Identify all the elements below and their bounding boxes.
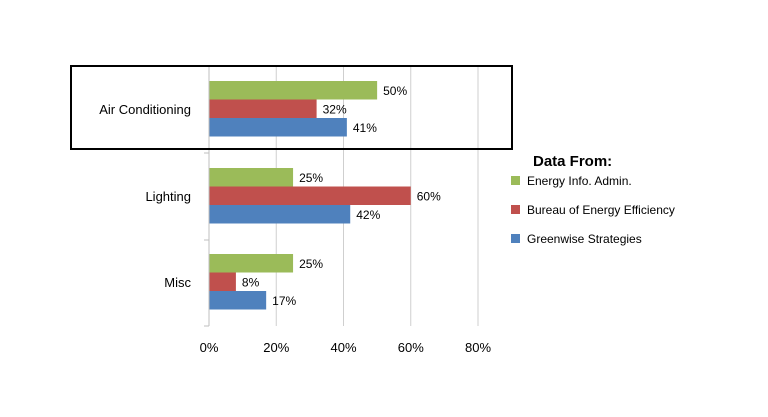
category-label: Misc — [164, 275, 191, 290]
bars — [209, 81, 411, 310]
legend-swatch — [511, 205, 520, 214]
legend-swatch — [511, 234, 520, 243]
axes: 0% 20% 40% 60% 80% Air Conditioning Lighting Mi… — [99, 65, 491, 355]
bar — [209, 291, 267, 310]
data-label: 17% — [272, 294, 296, 308]
legend-item-label: Bureau of Energy Efficiency — [527, 203, 675, 217]
data-label: 60% — [417, 189, 441, 203]
legend-title: Data From: — [533, 153, 612, 170]
legend-item-label: Energy Info. Admin. — [527, 174, 632, 188]
category-label: Air Conditioning — [99, 102, 191, 117]
data-label: 25% — [299, 257, 323, 271]
x-tick-label: 60% — [398, 340, 424, 355]
legend-item-label: Greenwise Strategies — [527, 232, 642, 246]
bar — [209, 272, 236, 291]
data-label: 41% — [353, 121, 377, 135]
category-label: Lighting — [145, 189, 191, 204]
data-labels: 50% 32% 41% 25% 60% 42% 25% 8% 17% — [242, 84, 441, 308]
x-tick-label: 40% — [330, 340, 356, 355]
legend: Data From: Energy Info. Admin. Bureau of E… — [511, 153, 675, 246]
data-label: 32% — [323, 102, 347, 116]
data-label: 8% — [242, 275, 260, 289]
data-label: 25% — [299, 171, 323, 185]
highlight-box — [70, 65, 513, 150]
bar — [209, 118, 347, 137]
x-tick-label: 80% — [465, 340, 491, 355]
bar — [209, 186, 411, 205]
bar — [209, 205, 351, 224]
data-label: 50% — [383, 84, 407, 98]
bar — [209, 254, 294, 273]
legend-swatch — [511, 176, 520, 185]
x-tick-label: 20% — [263, 340, 289, 355]
x-tick-label: 0% — [200, 340, 219, 355]
bar — [209, 99, 317, 118]
bar — [209, 168, 294, 187]
data-label: 42% — [356, 208, 380, 222]
bar — [209, 81, 378, 100]
